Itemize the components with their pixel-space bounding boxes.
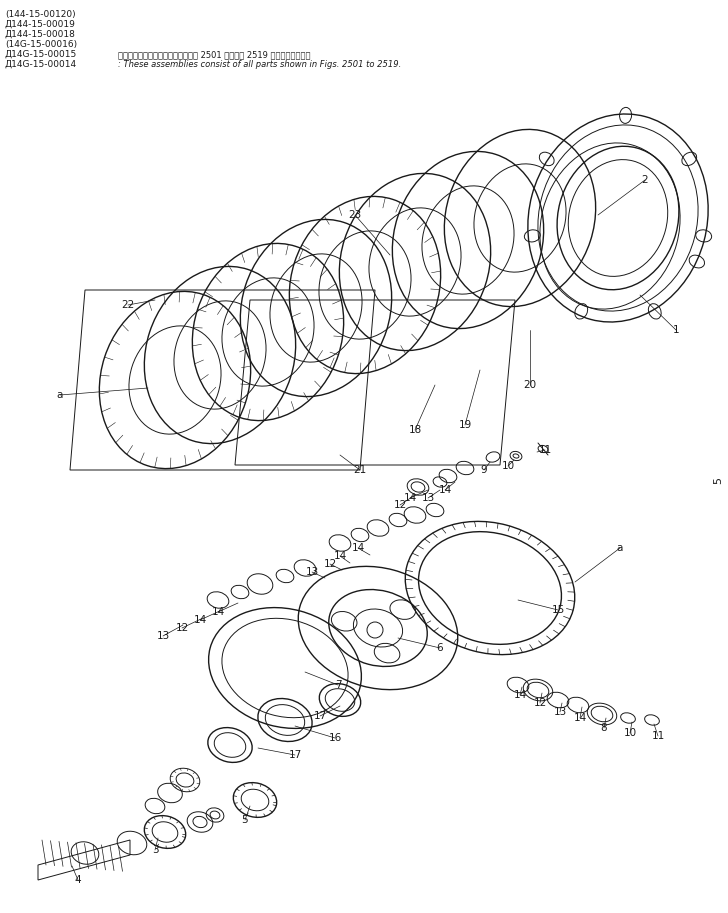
Text: 12: 12 (323, 559, 336, 569)
Text: 15: 15 (551, 605, 565, 615)
Text: 14: 14 (211, 607, 225, 617)
Text: 21: 21 (353, 465, 367, 475)
Text: Д14G-15-00014: Д14G-15-00014 (5, 60, 77, 69)
Text: 13: 13 (157, 631, 170, 641)
Text: 11: 11 (652, 731, 665, 741)
Text: 14: 14 (438, 485, 451, 495)
Polygon shape (38, 840, 130, 880)
Text: (144-15-00120): (144-15-00120) (5, 10, 76, 19)
Text: 12: 12 (393, 500, 407, 510)
Text: 10: 10 (502, 461, 515, 471)
Text: 9: 9 (480, 465, 487, 475)
Text: これらのアセンブリの構成部品は第 2501 図から第 2519 図まで含みます。: これらのアセンブリの構成部品は第 2501 図から第 2519 図まで含みます。 (118, 50, 311, 59)
Text: 1: 1 (673, 325, 679, 335)
Text: 3: 3 (151, 845, 158, 855)
Text: 19: 19 (459, 420, 472, 430)
Text: 13: 13 (305, 567, 319, 577)
Text: 6: 6 (437, 643, 443, 653)
Text: 8: 8 (601, 723, 607, 733)
Text: 22: 22 (122, 300, 135, 310)
Text: 14: 14 (574, 713, 587, 723)
Text: 2: 2 (641, 175, 649, 185)
Text: 17: 17 (313, 711, 327, 721)
Text: 13: 13 (553, 707, 566, 717)
Text: (14G-15-00016): (14G-15-00016) (5, 40, 77, 49)
Text: 14: 14 (403, 493, 416, 503)
Text: 23: 23 (349, 210, 362, 220)
Text: 5: 5 (242, 815, 248, 825)
Text: 7: 7 (335, 680, 341, 690)
Text: 17: 17 (288, 750, 301, 760)
Text: Д144-15-00018: Д144-15-00018 (5, 30, 76, 39)
Text: 10: 10 (623, 728, 636, 738)
Text: : These assemblies consist of all parts shown in Figs. 2501 to 2519.: : These assemblies consist of all parts … (118, 60, 401, 69)
Text: a: a (57, 390, 63, 400)
Text: 11: 11 (539, 445, 552, 455)
Text: 12: 12 (534, 698, 547, 708)
Text: Д144-15-00019: Д144-15-00019 (5, 20, 76, 29)
Text: a: a (617, 543, 623, 553)
Text: Д14G-15-00015: Д14G-15-00015 (5, 50, 77, 59)
Text: 14: 14 (352, 543, 365, 553)
Text: 13: 13 (422, 493, 435, 503)
Text: 5: 5 (713, 477, 723, 484)
Text: 4: 4 (75, 875, 82, 885)
Text: 20: 20 (523, 380, 537, 390)
Text: 12: 12 (175, 623, 189, 633)
Text: 14: 14 (333, 551, 347, 561)
Text: 14: 14 (194, 615, 207, 625)
Text: 14: 14 (513, 690, 526, 700)
Text: 18: 18 (408, 425, 422, 435)
Text: 16: 16 (328, 733, 341, 743)
